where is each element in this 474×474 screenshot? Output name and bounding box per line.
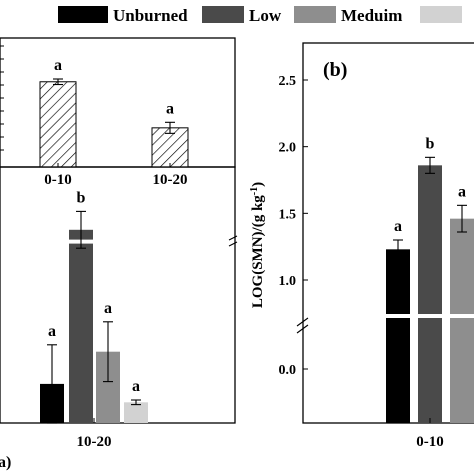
ytick-label: 1.5 — [279, 207, 297, 222]
legend-label-low: Low — [249, 6, 282, 25]
panel-b-title: (b) — [323, 59, 347, 81]
bar-meduim — [450, 218, 474, 423]
inset-bar — [151, 127, 189, 168]
significance-letter: b — [426, 135, 435, 152]
legend-swatch-unburned — [58, 6, 108, 23]
significance-letter: a — [48, 323, 56, 340]
inset-tick-label: 10-20 — [153, 172, 188, 188]
legend-swatch-medium — [294, 6, 336, 23]
legend-label-unburned: Unburned — [113, 6, 188, 25]
bar-break-gap — [417, 314, 443, 318]
error-bar — [131, 399, 141, 406]
ytick-label: 1.0 — [279, 274, 297, 289]
inset-yaxis-ticks — [0, 45, 4, 151]
legend-swatch-low — [202, 6, 244, 23]
panel-a-axis-break — [228, 235, 238, 247]
panel-b-axis-break — [296, 317, 309, 334]
significance-letter: b — [77, 189, 86, 206]
error-bar — [425, 156, 435, 174]
bar-break-gap — [449, 314, 474, 318]
inset-panel: a 0-10 a 10-20 — [0, 37, 236, 188]
inset-frame — [0, 37, 236, 168]
inset-bar — [39, 81, 77, 168]
panel-a: a b a a 10-20 a) — [0, 166, 238, 471]
legend-label-medium: Meduim — [341, 6, 402, 25]
legend: Unburned Low Meduim — [58, 6, 462, 25]
xtick-label: 0-10 — [416, 434, 444, 450]
xtick-label: 10-20 — [77, 434, 112, 450]
ytick-label: 2.5 — [279, 74, 297, 89]
error-bar — [47, 344, 57, 424]
ytick-label: 2.0 — [279, 141, 297, 156]
error-bar — [393, 239, 403, 260]
panel-a-label: a) — [0, 454, 11, 471]
significance-letter: a — [104, 300, 112, 317]
significance-letter: a — [394, 218, 402, 235]
panel-b-ylabel: LOG(SMN)/(g kg-1) — [249, 182, 267, 308]
error-bar — [457, 204, 467, 233]
bar-series-4 — [124, 402, 148, 423]
legend-swatch-high — [420, 6, 462, 23]
panel-b: (b) LOG(SMN)/(g kg-1) 0.0 1.0 1.5 2.0 2.5 a b a… — [249, 42, 474, 450]
bar-low — [418, 165, 442, 424]
error-bar — [76, 210, 86, 249]
significance-letter: a — [132, 378, 140, 395]
inset-error-bar — [53, 78, 63, 86]
inset-error-bar — [165, 121, 175, 134]
bar-low — [69, 229, 93, 423]
inset-letter: a — [54, 57, 62, 74]
ytick-label: 0.0 — [279, 363, 297, 378]
inset-tick-label: 0-10 — [44, 172, 72, 188]
error-bar — [103, 321, 113, 383]
inset-letter: a — [166, 100, 174, 117]
significance-letter: a — [458, 183, 466, 200]
bar-unburned — [386, 249, 410, 423]
bar-break-gap — [385, 314, 411, 318]
